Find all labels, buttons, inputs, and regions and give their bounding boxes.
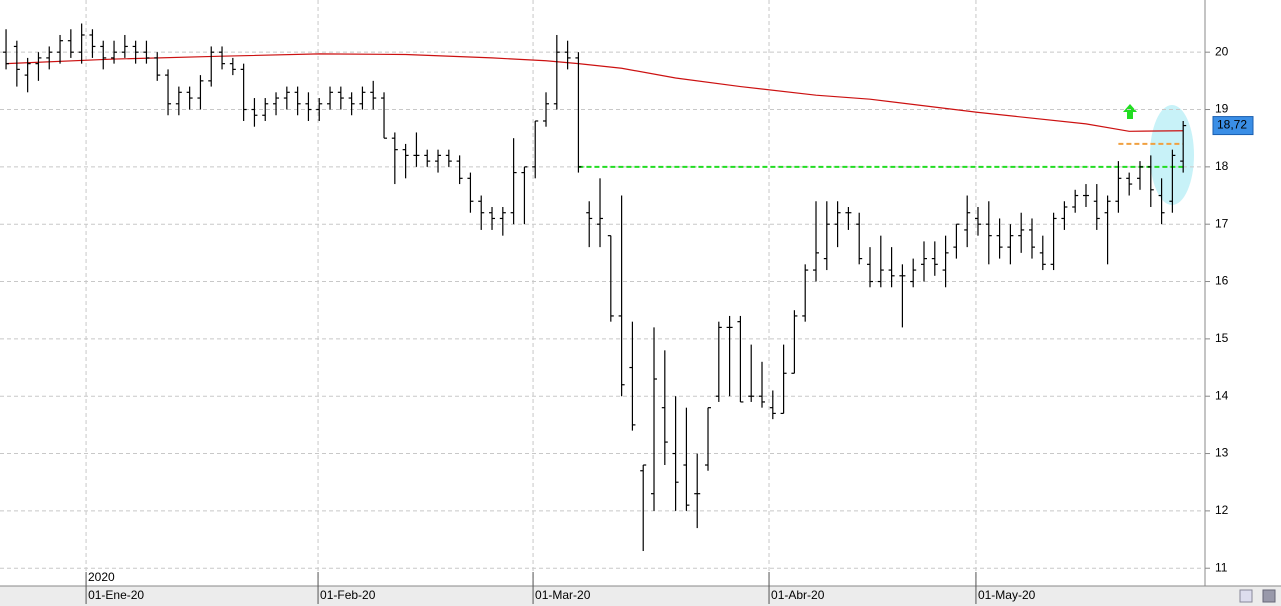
y-tick-label: 18: [1215, 159, 1229, 173]
y-tick-label: 17: [1215, 216, 1229, 230]
y-tick-label: 13: [1215, 446, 1229, 460]
moving-average: [6, 53, 1184, 132]
grid: [0, 0, 1205, 586]
y-tick-label: 15: [1215, 331, 1229, 345]
x-tick-label: 01-Abr-20: [771, 588, 825, 602]
y-tick-label: 20: [1215, 44, 1229, 58]
x-tick-label: 01-Feb-20: [320, 588, 376, 602]
last-value-box: [1212, 116, 1254, 136]
x-axis-band: [0, 586, 1281, 606]
last-value-label: 18,72: [1217, 118, 1247, 132]
x-tick-label: 01-Mar-20: [535, 588, 591, 602]
y-tick-label: 12: [1215, 503, 1229, 517]
up-arrow: [1123, 104, 1137, 119]
year-label: 2020: [88, 570, 115, 584]
y-tick-label: 19: [1215, 102, 1229, 116]
x-tick-label: 01-Ene-20: [88, 588, 144, 602]
save-button[interactable]: [1262, 589, 1276, 603]
marks: [3, 23, 1187, 552]
y-tick-label: 14: [1215, 388, 1229, 402]
y-tick-label: 11: [1215, 560, 1228, 574]
x-tick-label: 01-May-20: [978, 588, 1036, 602]
y-tick-label: 16: [1215, 274, 1229, 288]
icon-button[interactable]: [1239, 589, 1253, 603]
